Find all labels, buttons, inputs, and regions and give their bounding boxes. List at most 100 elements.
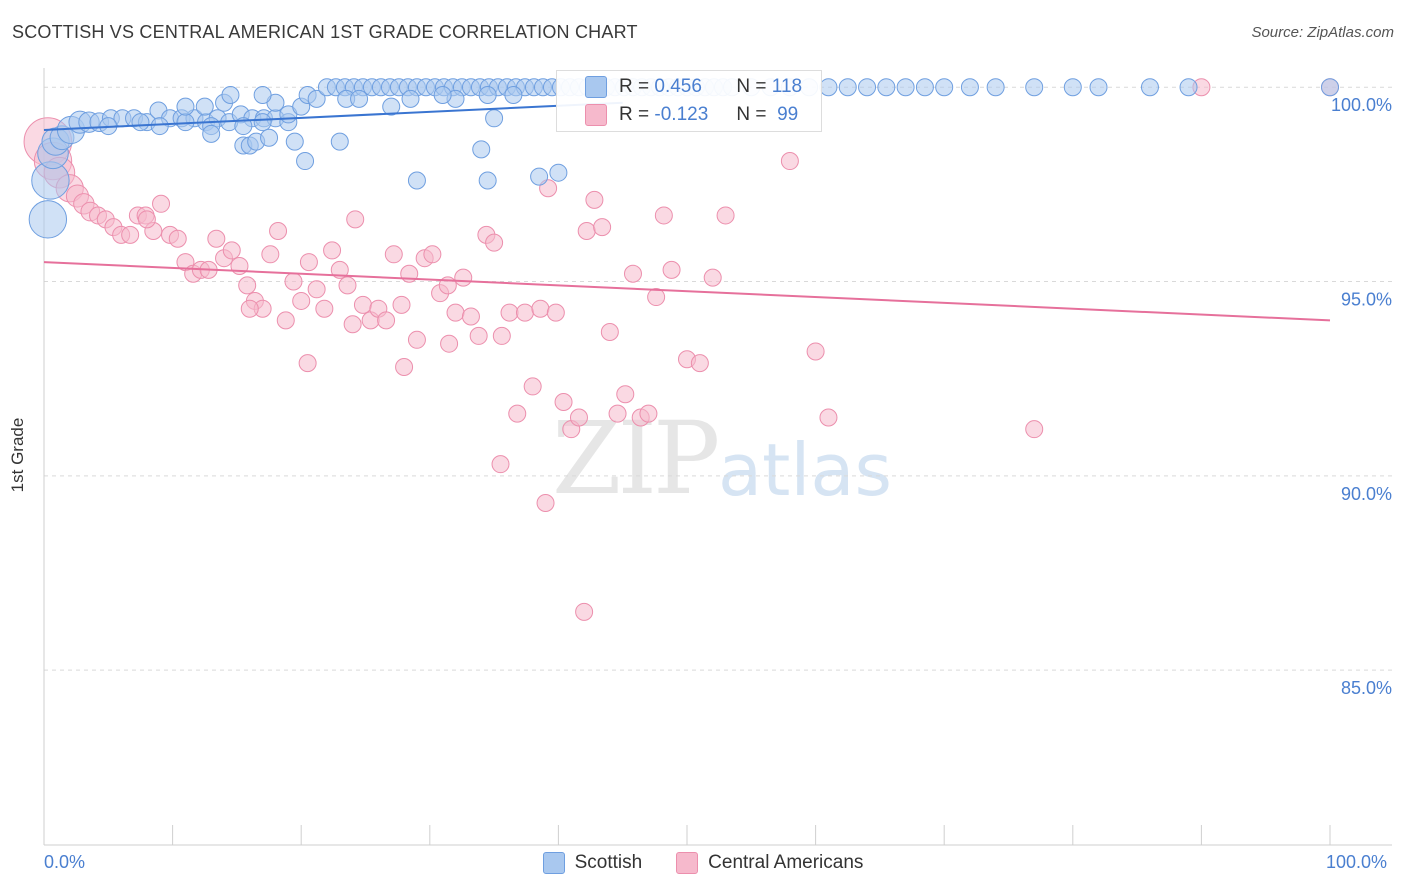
scottish-point: [549, 163, 568, 182]
central-point: [461, 307, 480, 326]
central-point: [508, 404, 527, 423]
central-swatch: [585, 104, 607, 126]
central-point: [240, 299, 259, 318]
scottish-r-value: 0.456: [654, 76, 702, 97]
central-point: [137, 210, 156, 229]
scottish-point: [176, 97, 195, 116]
central-point: [323, 241, 342, 260]
scottish-n-value: 118: [771, 76, 803, 97]
central-point: [338, 276, 357, 295]
scottish-point: [350, 89, 369, 108]
scottish-point: [896, 78, 915, 97]
x-tick-label-min: 0.0%: [44, 852, 86, 872]
scottish-point: [1140, 78, 1159, 97]
legend-item-scottish[interactable]: Scottish: [542, 852, 642, 874]
y-axis-label: 1st Grade: [8, 417, 27, 493]
central-point: [330, 260, 349, 279]
central-point: [222, 241, 241, 260]
scottish-point: [202, 124, 221, 143]
legend-item-central[interactable]: Central Americans: [676, 852, 863, 874]
x-tick-label-max: 100.0%: [1326, 852, 1388, 872]
scottish-point: [433, 85, 452, 104]
scottish-point: [260, 128, 279, 147]
central-point: [121, 225, 140, 244]
central-point: [608, 404, 627, 423]
scottish-point: [478, 171, 497, 190]
scottish-point: [1063, 78, 1082, 97]
scottish-point: [150, 117, 169, 136]
scottish-point: [935, 78, 954, 97]
scottish-point: [330, 132, 349, 151]
central-point: [168, 229, 187, 248]
central-point: [600, 323, 619, 342]
central-point: [703, 268, 722, 287]
central-point: [299, 253, 318, 272]
central-point: [407, 330, 426, 349]
scottish-point: [401, 89, 420, 108]
chart-title: SCOTTISH VS CENTRAL AMERICAN 1ST GRADE C…: [12, 22, 638, 42]
scottish-point: [838, 78, 857, 97]
central-r-value: -0.123: [654, 104, 709, 125]
scottish-point: [234, 117, 253, 136]
central-point: [152, 194, 171, 213]
scottish-point: [1025, 78, 1044, 97]
central-point: [780, 152, 799, 171]
scottish-point: [307, 89, 326, 108]
central-point: [585, 190, 604, 209]
central-point: [238, 276, 257, 295]
central-point: [716, 206, 735, 225]
scottish-point: [478, 85, 497, 104]
central-point: [298, 354, 317, 373]
scottish-point: [285, 132, 304, 151]
central-point: [491, 455, 510, 474]
scottish-point: [131, 113, 150, 132]
scottish-point: [858, 78, 877, 97]
central-point: [492, 326, 511, 345]
watermark-atlas: atlas: [718, 428, 892, 512]
central-point: [523, 377, 542, 396]
central-point: [485, 233, 504, 252]
central-point: [377, 311, 396, 330]
scottish-point: [504, 85, 523, 104]
central-point: [276, 311, 295, 330]
stats-row-scottish: R = 0.456 N = 118: [557, 73, 802, 101]
central-point: [392, 295, 411, 314]
source-label: Source: ZipAtlas.com: [1251, 24, 1394, 41]
scottish-point: [253, 85, 272, 104]
central-point: [384, 245, 403, 264]
central-r-label: R =: [619, 104, 650, 125]
scottish-point: [472, 140, 491, 159]
central-point: [536, 494, 555, 513]
central-point: [806, 342, 825, 361]
central-point: [207, 229, 226, 248]
scottish-point: [1179, 78, 1198, 97]
chart-legend: Scottish Central Americans: [0, 852, 1406, 874]
central-point: [261, 245, 280, 264]
central-point: [616, 385, 635, 404]
scottish-point: [915, 78, 934, 97]
scottish-point: [221, 85, 240, 104]
y-tick-label: 100.0%: [1331, 95, 1392, 115]
series-central-americans: [23, 78, 1339, 621]
central-point: [654, 206, 673, 225]
central-n-value: 99: [777, 104, 799, 125]
legend-swatch-central: [676, 852, 699, 874]
central-point: [269, 221, 288, 240]
legend-label-central: Central Americans: [708, 852, 864, 873]
central-point: [569, 408, 588, 427]
scottish-point: [407, 171, 426, 190]
central-point: [307, 280, 326, 299]
scottish-point: [877, 78, 896, 97]
gridlines: [44, 86, 1392, 671]
scottish-swatch: [585, 76, 607, 98]
central-point: [639, 404, 658, 423]
central-point: [623, 264, 642, 283]
central-point: [284, 272, 303, 291]
y-tick-label: 95.0%: [1341, 290, 1392, 310]
y-tick-labels: 100.0% 95.0% 90.0% 85.0%: [1331, 95, 1392, 698]
central-point: [531, 299, 550, 318]
axes: [43, 68, 1392, 846]
scottish-point: [1089, 78, 1108, 97]
stats-row-central: R = -0.123 N = 99: [557, 101, 798, 129]
central-point: [440, 334, 459, 353]
